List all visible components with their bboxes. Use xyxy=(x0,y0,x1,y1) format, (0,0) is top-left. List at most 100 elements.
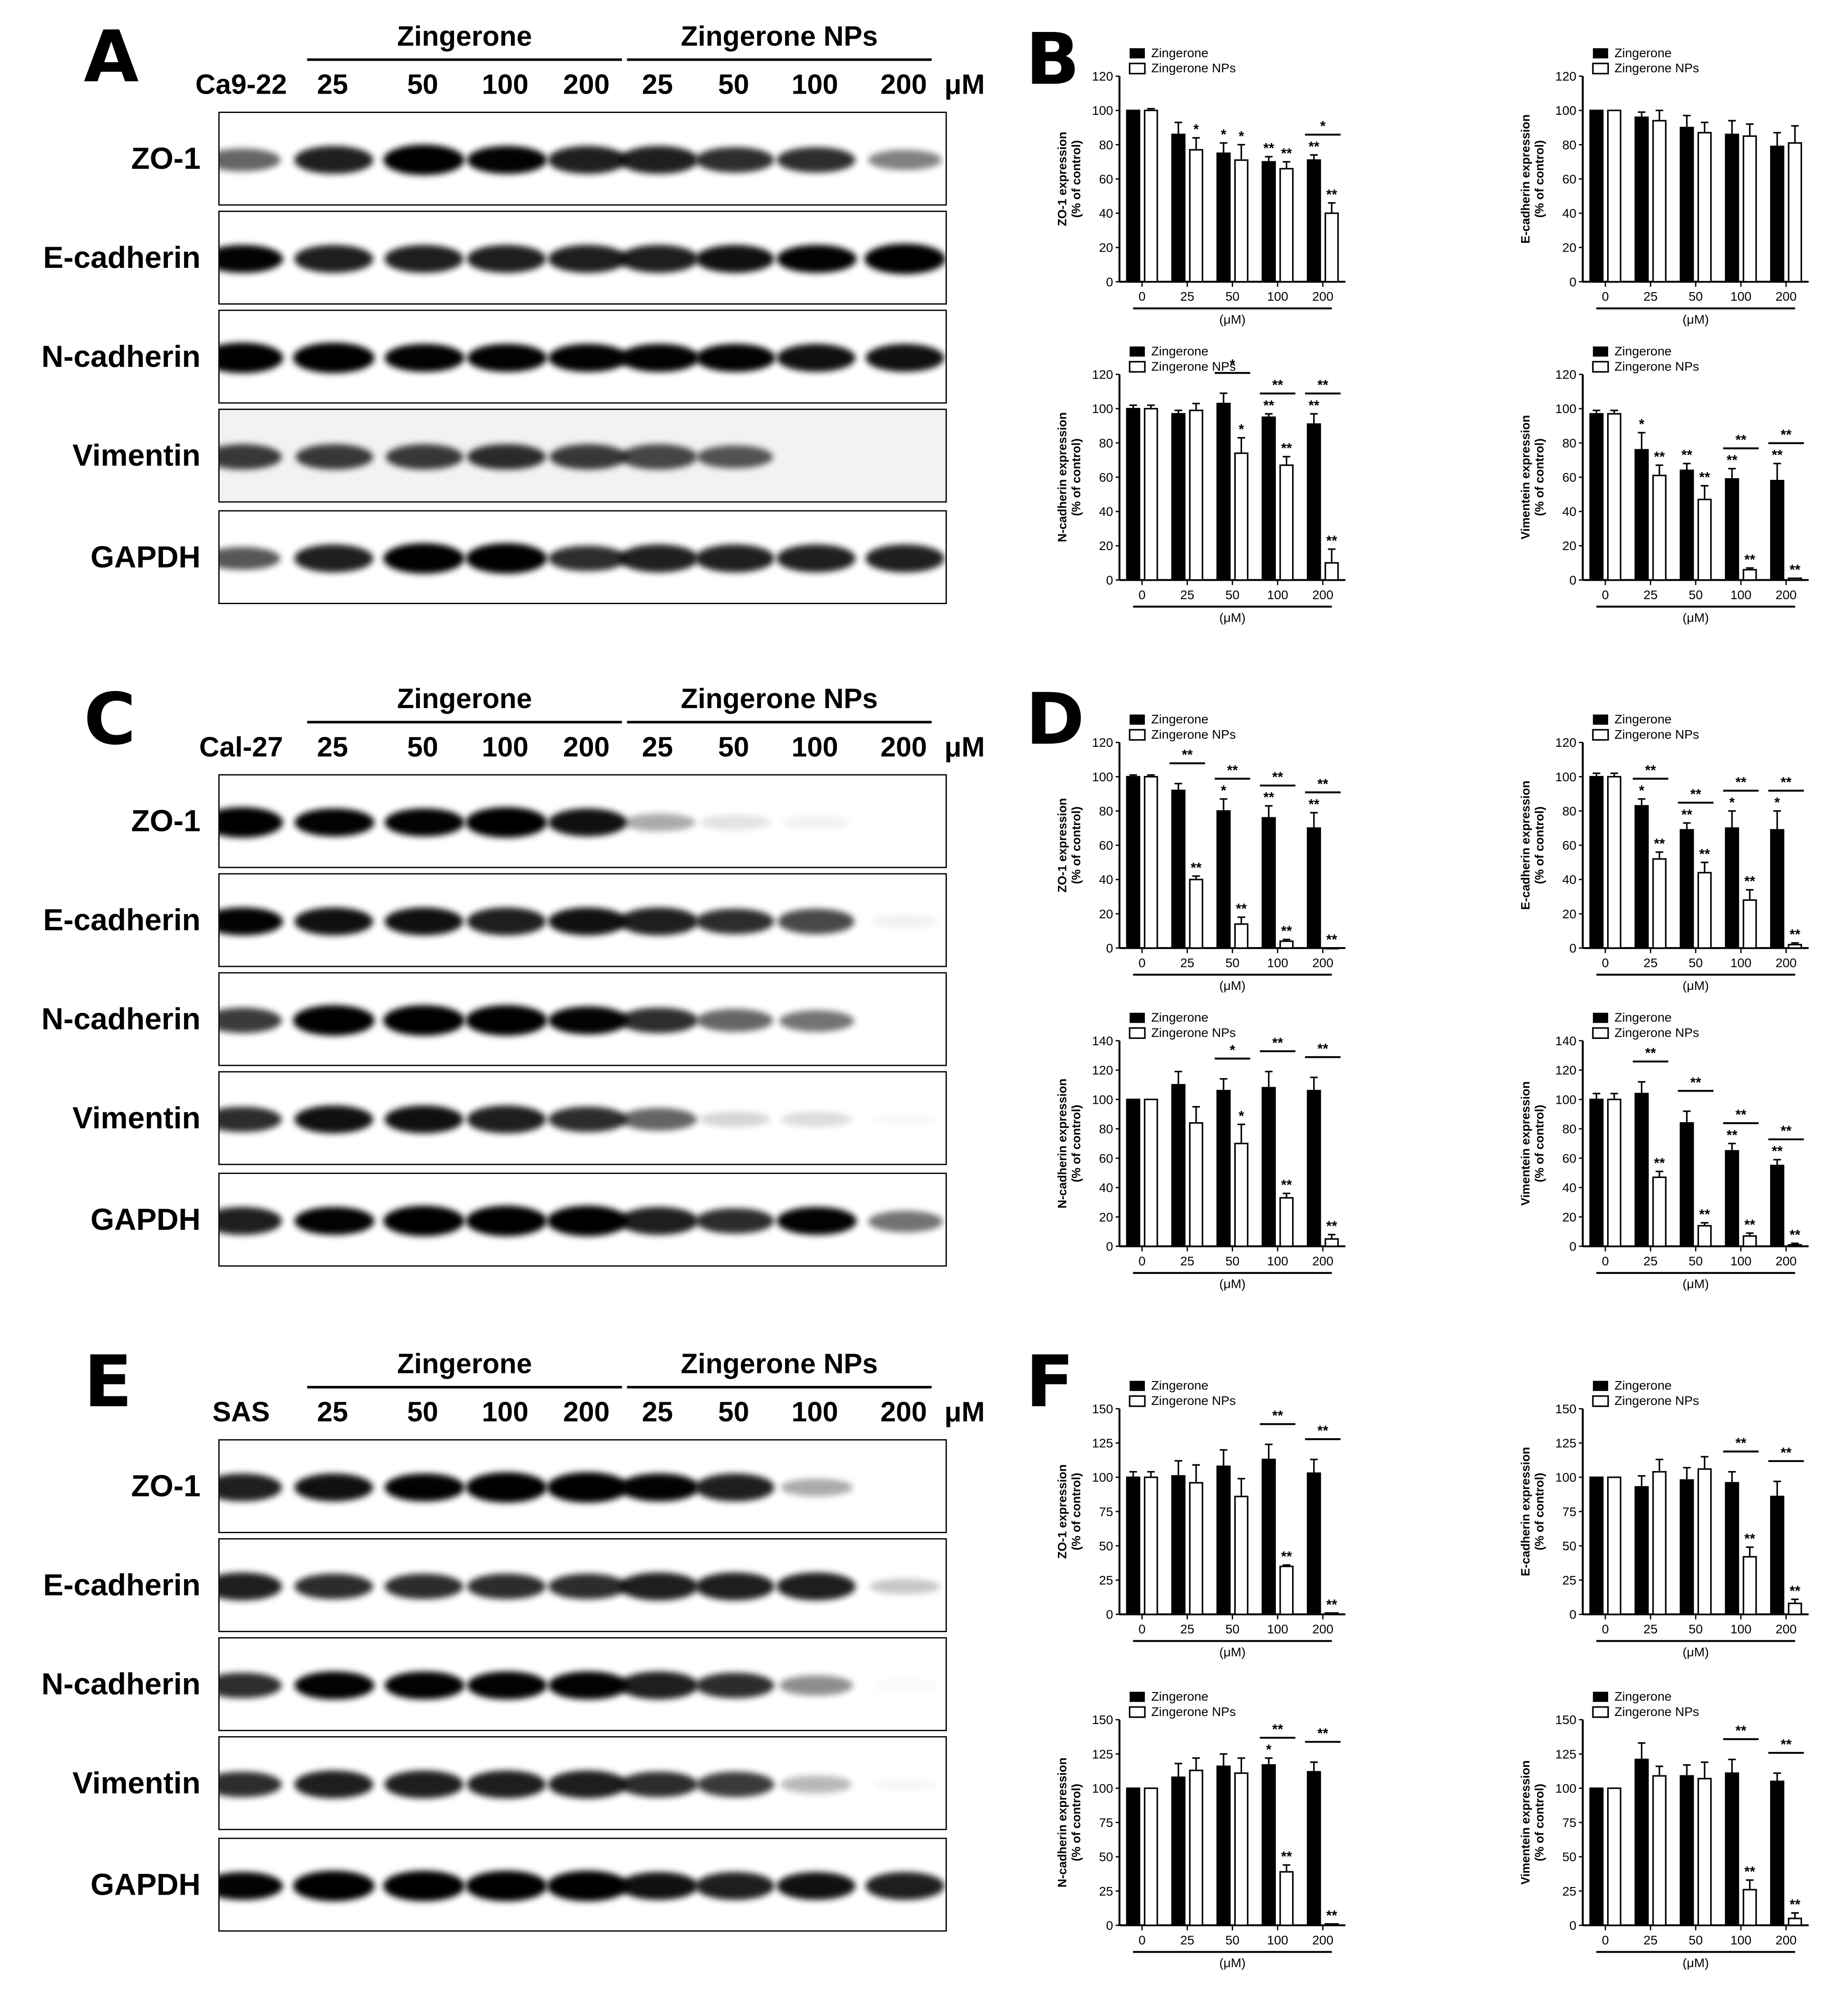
bar-chart-f-vimentein: Vimentein expression (% of control) 0 25 50 7… xyxy=(1504,1682,1834,1980)
protein-band xyxy=(547,343,628,372)
protein-band xyxy=(865,344,945,372)
x-tick-label: 50 xyxy=(1225,1254,1239,1268)
y-tick-label: 0 xyxy=(1106,941,1113,955)
protein-band xyxy=(294,907,374,935)
protein-band xyxy=(547,1006,628,1035)
significance-marker: ** xyxy=(1191,860,1202,876)
protein-label-gapdh: GAPDH xyxy=(90,1203,201,1237)
protein-band xyxy=(548,245,627,272)
significance-marker: ** xyxy=(1654,835,1665,851)
protein-band xyxy=(219,149,280,172)
protein-band xyxy=(384,1005,465,1035)
bar xyxy=(1261,817,1276,949)
x-axis-label: (μM) xyxy=(1682,1277,1709,1291)
bar xyxy=(1743,1556,1757,1615)
protein-band xyxy=(619,545,698,572)
svg-text:Zingerone: Zingerone xyxy=(1614,1378,1672,1392)
x-tick-label: 0 xyxy=(1602,587,1609,602)
x-tick-label: 200 xyxy=(1312,1932,1333,1947)
x-tick-label: 0 xyxy=(1139,587,1146,602)
bar xyxy=(1697,1225,1712,1247)
bar xyxy=(1725,1482,1740,1615)
protein-band xyxy=(619,1007,698,1034)
y-tick-label: 150 xyxy=(1092,1401,1113,1416)
svg-text:Zingerone NPs: Zingerone NPs xyxy=(1151,727,1236,741)
panel-letter-c: C xyxy=(84,679,136,762)
pairwise-significance: ** xyxy=(1272,769,1283,785)
svg-text:(% of control): (% of control) xyxy=(1069,140,1083,217)
lane-label: 200 xyxy=(880,1396,927,1428)
y-tick-label: 75 xyxy=(1099,1815,1113,1830)
y-tick-label: 100 xyxy=(1092,1470,1113,1485)
pairwise-significance: ** xyxy=(1780,1445,1792,1460)
lane-label: 100 xyxy=(482,68,529,100)
protein-band xyxy=(466,343,547,372)
bar xyxy=(1652,858,1667,949)
y-tick-label: 40 xyxy=(1099,1180,1113,1195)
y-tick-label: 75 xyxy=(1562,1504,1576,1519)
protein-band xyxy=(219,1672,282,1699)
svg-text:Zingerone: Zingerone xyxy=(1614,1689,1672,1703)
y-tick-label: 75 xyxy=(1562,1815,1576,1830)
x-tick-label: 200 xyxy=(1776,587,1797,602)
bar xyxy=(1171,790,1186,949)
pairwise-significance: * xyxy=(1320,118,1326,134)
significance-marker: ** xyxy=(1263,140,1274,156)
bar xyxy=(1306,423,1321,581)
x-tick-label: 25 xyxy=(1644,1622,1658,1636)
bar xyxy=(1261,161,1276,283)
significance-marker: * xyxy=(1238,128,1244,144)
protein-band xyxy=(219,444,281,470)
lane-label: 200 xyxy=(563,1396,610,1428)
svg-text:(% of control): (% of control) xyxy=(1532,438,1546,516)
protein-band xyxy=(384,1771,464,1798)
protein-band xyxy=(466,145,547,175)
y-tick-label: 100 xyxy=(1092,1781,1113,1795)
significance-marker: ** xyxy=(1699,846,1710,862)
group-label: Zingerone xyxy=(397,682,532,715)
bar xyxy=(1324,1238,1339,1247)
bar xyxy=(1126,109,1140,283)
y-tick-label: 40 xyxy=(1099,872,1113,887)
blot-strip-zo-1 xyxy=(218,774,947,868)
bar xyxy=(1697,1468,1712,1615)
protein-band xyxy=(547,1205,628,1237)
protein-band xyxy=(219,1771,282,1797)
y-tick-label: 25 xyxy=(1562,1884,1576,1898)
protein-band xyxy=(384,1671,464,1700)
bar xyxy=(1234,1495,1249,1615)
significance-marker: ** xyxy=(1326,186,1337,202)
blot-strip-n-cadherin xyxy=(218,972,947,1066)
blot-strip-e-cadherin xyxy=(218,873,947,967)
y-tick-label: 100 xyxy=(1092,402,1113,416)
protein-band xyxy=(294,808,374,837)
lane-label: 50 xyxy=(407,731,438,763)
protein-band xyxy=(696,445,773,469)
protein-band xyxy=(384,1105,464,1133)
y-tick-label: 150 xyxy=(1555,1401,1577,1416)
protein-label-gapdh: GAPDH xyxy=(90,1868,201,1903)
protein-band xyxy=(548,1573,627,1600)
y-tick-label: 40 xyxy=(1562,504,1576,519)
panel-letter-a: A xyxy=(84,16,139,99)
blot-strip-vimentin xyxy=(218,1071,947,1165)
significance-marker: ** xyxy=(1281,1849,1292,1865)
y-tick-label: 140 xyxy=(1555,1034,1577,1048)
unit-label: μM xyxy=(944,68,985,100)
protein-label-n-cadherin: N-cadherin xyxy=(41,1667,201,1702)
bar xyxy=(1171,1776,1186,1926)
protein-band xyxy=(864,244,946,274)
pairwise-significance: ** xyxy=(1735,1723,1747,1738)
protein-band xyxy=(465,1472,547,1503)
y-axis-label: ZO-1 expression xyxy=(1055,798,1069,893)
x-tick-label: 25 xyxy=(1180,587,1194,602)
protein-band xyxy=(295,444,373,470)
blot-strip-gapdh xyxy=(218,510,947,605)
y-tick-label: 20 xyxy=(1562,1210,1576,1224)
x-tick-label: 25 xyxy=(1644,955,1658,970)
x-axis-label: (μM) xyxy=(1682,610,1709,625)
treatment-group-header: Zingerone xyxy=(307,20,622,61)
protein-band xyxy=(697,1009,773,1032)
y-tick-label: 100 xyxy=(1555,103,1577,117)
bar xyxy=(1589,413,1604,581)
